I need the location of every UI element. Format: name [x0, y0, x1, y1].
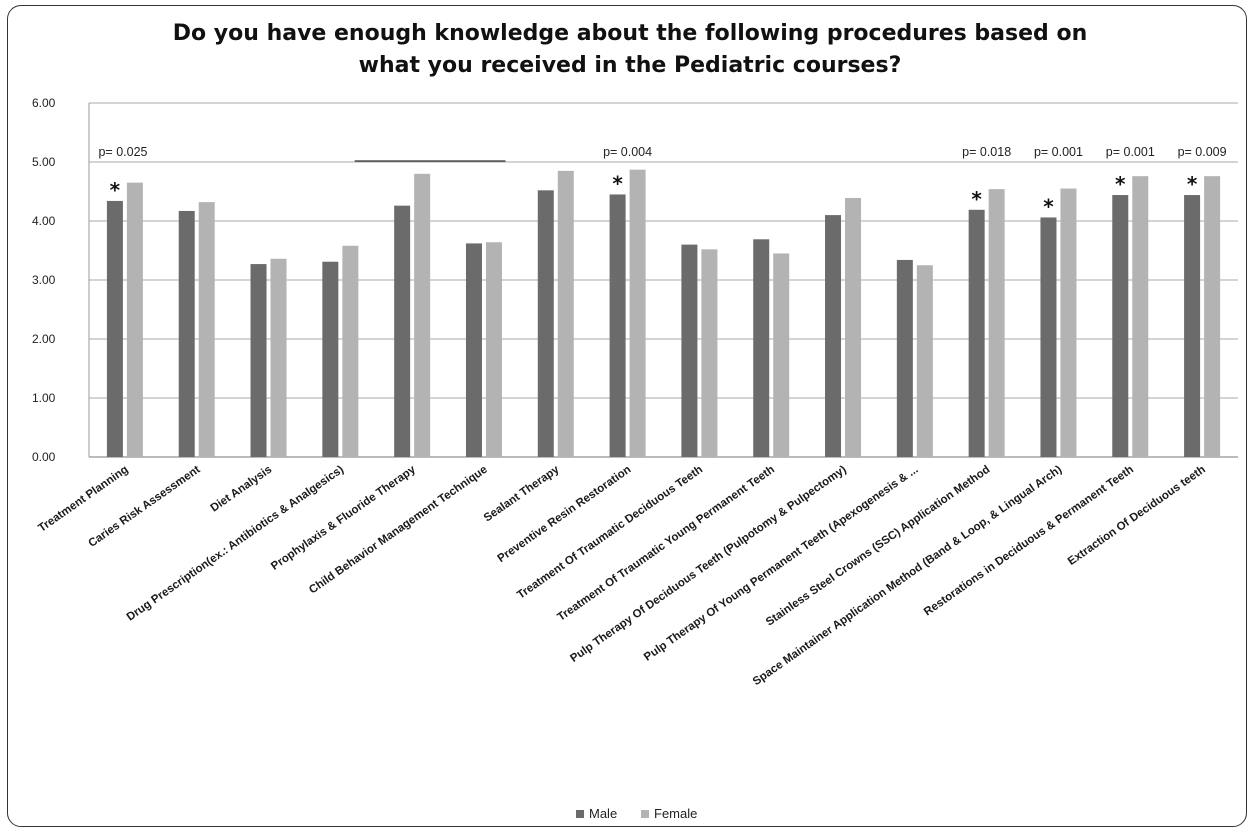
bar-male — [753, 239, 770, 457]
x-tick-label: Diet Analysis — [209, 464, 275, 515]
y-tick-label: 6.00 — [32, 96, 56, 110]
p-value-label: p= 0.004 — [603, 145, 652, 159]
x-tick-label: Pulp Therapy Of Young Permanent Teeth (A… — [642, 464, 921, 664]
bar-female — [1060, 188, 1077, 458]
p-value-label: p= 0.001 — [1034, 145, 1083, 159]
significance-star: * — [110, 178, 121, 202]
x-tick-label: Prophylaxis & Fluoride Therapy — [269, 463, 418, 573]
p-value-label: p= 0.025 — [98, 145, 147, 159]
bar-female — [773, 253, 790, 457]
bar-female — [701, 249, 718, 457]
bar-female — [126, 182, 143, 457]
bar-female — [629, 169, 646, 458]
p-value-label: p= 0.018 — [962, 145, 1011, 159]
bar-male — [322, 261, 339, 457]
significance-star: * — [971, 187, 982, 211]
bar-male — [178, 210, 195, 457]
p-value-label: p= 0.009 — [1178, 145, 1227, 159]
chart-title-line-2: what you received in the Pediatric cours… — [358, 53, 902, 78]
bar-male — [1184, 195, 1201, 458]
bar-male — [896, 259, 913, 457]
bar-male — [968, 209, 985, 457]
x-tick-label: Extraction Of Deciduous teeth — [1066, 464, 1208, 568]
bar-female — [557, 170, 574, 457]
significance-star: * — [1187, 172, 1198, 196]
x-tick-label: Preventive Resin Restoration — [496, 464, 634, 565]
bar-female — [342, 245, 359, 457]
significance-star: * — [1115, 172, 1126, 196]
y-tick-label: 5.00 — [32, 155, 56, 169]
bar-male — [1112, 195, 1129, 458]
bar-female — [198, 202, 215, 457]
legend-swatch-female — [641, 809, 649, 818]
y-tick-label: 2.00 — [32, 332, 56, 346]
y-tick-label: 4.00 — [32, 214, 56, 228]
chart-title: Do you have enough knowledge about the f… — [60, 18, 1200, 82]
bar-male — [681, 244, 698, 457]
bar-female — [988, 189, 1005, 457]
chart-title-line-1: Do you have enough knowledge about the f… — [172, 21, 1088, 46]
bar-male — [609, 194, 626, 457]
bar-male — [1040, 217, 1057, 457]
bar-male — [465, 243, 482, 457]
legend-item-female: Female — [641, 806, 697, 821]
x-tick-label: Sealant Therapy — [482, 463, 562, 524]
bar-female — [1132, 176, 1149, 457]
legend-item-male: Male — [576, 806, 617, 821]
bar-female — [485, 242, 502, 457]
significance-star: * — [612, 171, 623, 195]
bar-male — [825, 215, 842, 457]
bar-female — [414, 173, 431, 458]
bar-male — [250, 264, 267, 457]
x-tick-label: Pulp Therapy Of Deciduous Teeth (Pulpoto… — [568, 464, 849, 665]
p-value-label: p= 0.001 — [1106, 145, 1155, 159]
bar-male — [537, 190, 554, 457]
bar-male — [106, 200, 123, 457]
legend-swatch-male — [576, 809, 584, 818]
y-tick-label: 0.00 — [32, 450, 56, 464]
legend-label-female: Female — [654, 806, 698, 821]
bar-female — [1204, 176, 1221, 457]
bar-female — [916, 265, 933, 457]
bar-female — [845, 197, 862, 458]
significance-star: * — [1043, 194, 1054, 218]
legend-label-male: Male — [589, 806, 618, 821]
bar-female — [270, 258, 287, 457]
y-tick-label: 3.00 — [32, 273, 56, 287]
bar-male — [394, 205, 411, 457]
y-tick-label: 1.00 — [32, 391, 56, 405]
